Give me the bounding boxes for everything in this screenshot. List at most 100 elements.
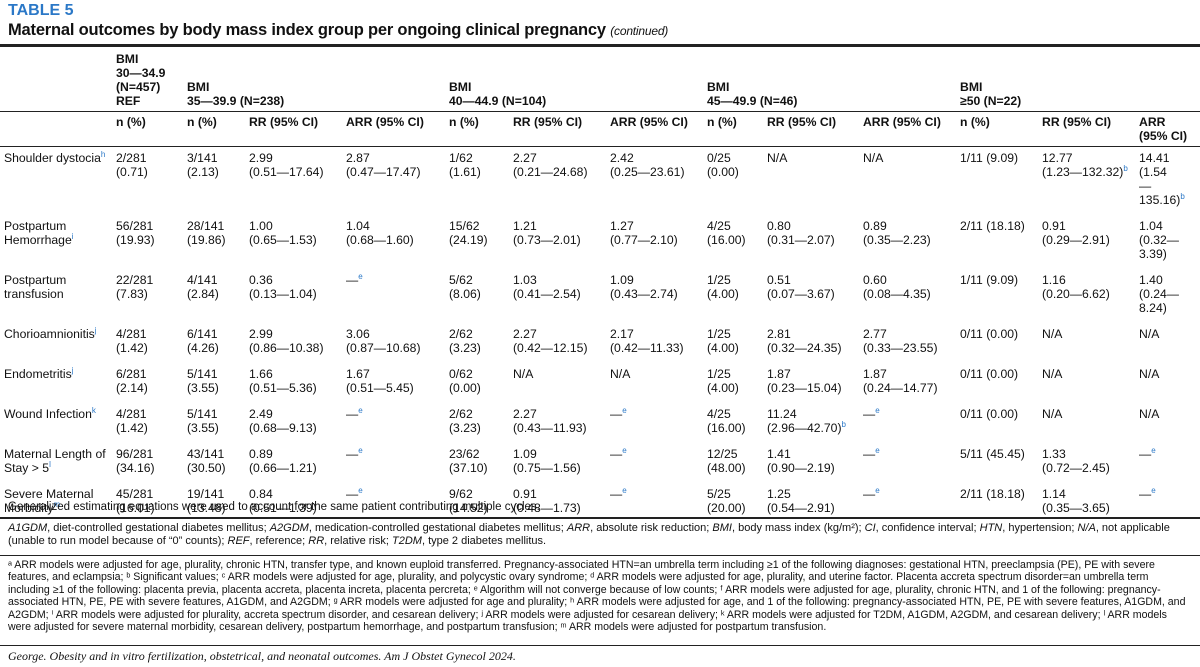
table-cell: 0.84 (0.51—1.39)	[245, 483, 342, 519]
footnote-mark: b	[841, 419, 846, 429]
row-label: Severe Maternal Morbiditym	[0, 483, 112, 519]
table-cell: 14.41 (1.54 —135.16)b	[1139, 151, 1185, 207]
column-header-6: ARR (95% CI)	[606, 111, 703, 147]
footnote-mark: e	[875, 405, 880, 415]
table-cell: 2.77 (0.33—23.55)	[863, 327, 938, 355]
table-cell: 2.42 (0.25—23.61)	[610, 151, 685, 179]
table-cell: 12.77 (1.23—132.32)b	[1042, 151, 1128, 179]
column-header-7: n (%)	[703, 111, 763, 147]
row-gap	[0, 475, 1200, 483]
table-label: TABLE 5	[8, 2, 74, 19]
table-cell: 2.27 (0.21—24.68)	[513, 151, 588, 179]
column-header-3: ARR (95% CI)	[342, 111, 445, 147]
table-cell: 1.87 (0.23—15.04)	[767, 367, 842, 395]
table-cell: 6/141 (4.26)	[187, 327, 219, 355]
footnote-mark: e	[622, 405, 627, 415]
table-note: Generalized estimating equations were us…	[8, 501, 540, 513]
table-body: Shoulder dystociah 2/281 (0.71) 3/141 (2.13)…	[0, 147, 1200, 519]
row-gap	[0, 207, 1200, 215]
table-cell: 5/141 (3.55)	[187, 407, 219, 435]
table-cell: 2/62 (3.23)	[449, 327, 481, 355]
footnote-mark: e	[358, 445, 363, 455]
table-cell: 1.09 (0.43—2.74)	[610, 273, 678, 301]
table-cell: N/A	[610, 367, 631, 381]
table-cell: 1.66 (0.51—5.36)	[249, 367, 317, 395]
footnote-mark: h	[100, 149, 106, 159]
column-header-9: ARR (95% CI)	[859, 111, 957, 147]
table-cell: N/A	[1139, 407, 1160, 421]
footnote-rule	[0, 555, 1200, 556]
footnotes: ᵃ ARR models were adjusted for age, plur…	[8, 559, 1186, 634]
table-cell: —e	[859, 483, 957, 519]
table-cell: —e	[610, 445, 627, 461]
row-gap	[0, 355, 1200, 363]
table-cell: 1/62 (1.61)	[449, 151, 481, 179]
table-cell: 1.21 (0.73—2.01)	[513, 219, 581, 247]
row-gap-cell	[0, 207, 1200, 215]
row-label: Shoulder dystociah	[4, 149, 106, 165]
table-cell: 0.80 (0.31—2.07)	[767, 219, 835, 247]
table-cell: 0.89 (0.66—1.21)	[249, 447, 317, 475]
footnote-mark: m	[53, 499, 61, 509]
table-cell: 22/281 (7.83)	[116, 273, 154, 301]
table-cell: 2.17 (0.42—11.33)	[610, 327, 684, 355]
row-gap	[0, 315, 1200, 323]
table-cell: 2.81 (0.32—24.35)	[767, 327, 842, 355]
table-cell: 15/62 (24.19)	[449, 219, 488, 247]
table-row: Postpartum Hemorrhagei 56/281 (19.93) 28/14…	[0, 215, 1200, 261]
table-cell: 4/25 (16.00)	[707, 407, 746, 435]
table-cell: 23/62 (37.10)	[449, 447, 488, 475]
table-cell: 1/25 (4.00)	[707, 367, 739, 395]
table-header: TABLE 5 Maternal outcomes by body mass i…	[8, 2, 1192, 41]
table-cell: —e	[346, 405, 363, 421]
table-cell: N/A	[1042, 327, 1063, 341]
table-row: Severe Maternal Morbiditym 45/281 (16.01) 1…	[0, 483, 1200, 519]
footnote-mark: j	[94, 325, 97, 335]
row-gap-cell	[0, 435, 1200, 443]
table-cell: 2.99 (0.51—17.64)	[249, 151, 324, 179]
table-cell: —e	[610, 405, 627, 421]
table-cell: N/A	[1042, 367, 1063, 381]
table-cell: 1/25 (4.00)	[707, 273, 739, 301]
table-cell: N/A	[1139, 367, 1160, 381]
table-cell: 1.40 (0.24—8.24)	[1139, 273, 1179, 315]
column-header-0: n (%)	[112, 111, 183, 147]
table-cell: 2/62 (3.23)	[449, 407, 481, 435]
table-cell: N/A	[767, 151, 788, 165]
table-cell: 0/11 (0.00)	[960, 327, 1019, 341]
table-cell: 1.33 (0.72—2.45)	[1042, 447, 1110, 475]
table-cell: —e	[346, 445, 363, 461]
table-cell: 1.03 (0.41—2.54)	[513, 273, 581, 301]
top-rule	[0, 44, 1200, 47]
table-cell: 1.41 (0.90—2.19)	[767, 447, 835, 475]
table-cell: 5/141 (3.55)	[187, 367, 219, 395]
table-cell: 45/281 (16.01)	[112, 483, 183, 519]
table-cell: 2.27 (0.42—12.15)	[513, 327, 588, 355]
table-cell: 28/141 (19.86)	[187, 219, 226, 247]
outcomes-table: BMI 30—34.9 (N=457) REF BMI 35—39.9 (N=238) BM…	[0, 52, 1200, 519]
footnote-mark: e	[622, 445, 627, 455]
group-header-0: BMI 30—34.9 (N=457) REF	[116, 52, 166, 108]
group-header-4: BMI ≥50 (N=22)	[956, 52, 1200, 112]
table-cell: 5/25 (20.00)	[703, 483, 763, 519]
row-gap	[0, 261, 1200, 269]
footnote-mark: e	[358, 271, 363, 281]
table-cell: —e	[342, 483, 445, 519]
group-header-1: BMI 35—39.9 (N=238)	[183, 52, 445, 112]
column-header-4: n (%)	[445, 111, 509, 147]
table-row: Endometritisj 6/281 (2.14) 5/141 (3.55) 1.66(…	[0, 363, 1200, 395]
table-cell: 56/281 (19.93)	[116, 219, 155, 247]
table-cell: 1.14 (0.35—3.65)	[1038, 483, 1136, 519]
table-cell: 2.49 (0.68—9.13)	[249, 407, 317, 435]
table-cell: 3/141 (2.13)	[187, 151, 219, 179]
table-cell: 11.24 (2.96—42.70)b	[767, 407, 846, 435]
table-cell: 0.91 (0.29—2.91)	[1042, 219, 1110, 247]
table-cell: 1.09 (0.75—1.56)	[513, 447, 581, 475]
column-header-10: n (%)	[956, 111, 1039, 147]
title-suffix: (continued)	[610, 24, 669, 38]
table-cell: N/A	[863, 151, 884, 165]
table-cell: 12/25 (48.00)	[707, 447, 746, 475]
group-header-row: BMI 30—34.9 (N=457) REF BMI 35—39.9 (N=238) BM…	[0, 52, 1200, 112]
table-cell: 2/281 (0.71)	[116, 151, 148, 179]
table-row: Postpartum transfusion 22/281 (7.83) 4/141(…	[0, 269, 1200, 315]
